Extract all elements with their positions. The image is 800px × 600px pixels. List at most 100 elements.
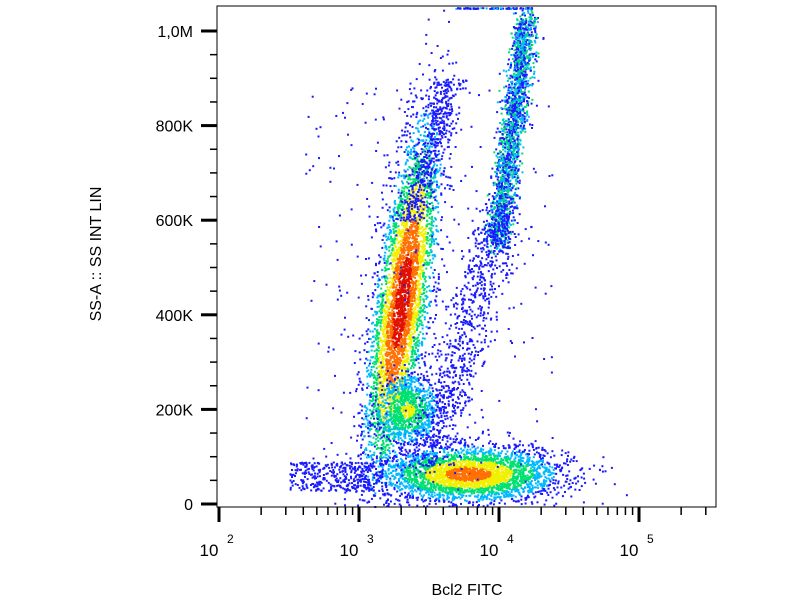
event-dot <box>405 246 408 249</box>
event-dot <box>362 383 365 386</box>
event-dot <box>390 416 393 419</box>
event-dot <box>403 190 405 193</box>
event-dot <box>433 196 436 199</box>
event-dot <box>443 9 446 12</box>
event-dot <box>392 444 395 447</box>
event-dot <box>381 404 384 407</box>
event-dot <box>402 241 405 244</box>
event-dot <box>408 328 411 331</box>
event-dot <box>395 343 398 346</box>
event-dot <box>412 157 415 160</box>
event-dot <box>402 238 405 241</box>
event-dot <box>419 410 422 413</box>
event-dot <box>426 202 429 205</box>
event-dot <box>434 281 437 284</box>
event-dot <box>416 286 419 289</box>
event-dot <box>413 174 416 177</box>
event-dot <box>389 319 392 322</box>
event-dot <box>381 359 384 362</box>
event-dot <box>406 262 409 265</box>
event-dot <box>408 189 411 192</box>
event-dot <box>370 441 373 444</box>
event-dot <box>390 371 393 374</box>
event-dot <box>408 206 410 209</box>
event-dot <box>432 257 435 260</box>
event-dot <box>411 312 414 315</box>
event-dot <box>394 290 397 293</box>
event-dot <box>401 428 404 431</box>
event-dot <box>384 353 387 355</box>
event-dot <box>403 317 406 319</box>
event-dot <box>422 309 425 311</box>
event-dot <box>386 335 389 338</box>
event-dot <box>415 240 418 243</box>
event-dot <box>451 127 454 130</box>
event-dot <box>435 142 438 144</box>
event-dot <box>375 438 378 441</box>
event-dot <box>408 176 411 179</box>
event-dot <box>409 216 412 218</box>
event-dot <box>394 286 397 289</box>
event-dot <box>400 191 403 194</box>
event-dot <box>415 397 418 400</box>
event-dot <box>423 239 426 242</box>
event-dot <box>442 127 444 130</box>
event-dot <box>416 281 419 284</box>
event-dot <box>419 408 422 411</box>
event-dot <box>408 270 411 273</box>
event-dot <box>416 314 419 316</box>
event-dot <box>427 116 430 119</box>
event-dot <box>416 304 419 307</box>
event-dot <box>388 341 391 344</box>
event-dot <box>392 278 395 281</box>
event-dot <box>416 343 419 346</box>
event-dot <box>390 334 393 337</box>
event-dot <box>369 395 372 398</box>
event-dot <box>425 176 428 179</box>
event-dot <box>421 158 423 161</box>
event-dot <box>401 305 403 308</box>
event-dot <box>418 155 421 158</box>
event-dot <box>395 238 398 240</box>
event-dot <box>404 428 406 431</box>
event-dot <box>381 356 384 358</box>
event-dot <box>397 313 399 316</box>
event-dot <box>415 337 418 340</box>
event-dot <box>371 292 374 294</box>
event-dot <box>416 267 419 269</box>
event-dot <box>407 323 410 326</box>
event-dot <box>402 376 405 379</box>
event-dot <box>378 388 380 391</box>
event-dot <box>389 286 392 289</box>
event-dot <box>400 269 403 272</box>
event-dot <box>450 81 453 84</box>
event-dot <box>441 132 444 135</box>
event-dot <box>388 377 391 380</box>
event-dot <box>419 220 422 223</box>
event-dot <box>427 262 430 264</box>
event-dot <box>382 456 385 459</box>
event-dot <box>385 434 388 437</box>
event-dot <box>403 387 406 389</box>
event-dot <box>413 349 416 352</box>
event-dot <box>437 150 440 153</box>
event-dot <box>410 224 413 227</box>
event-dot <box>384 395 387 397</box>
event-dot <box>423 244 426 247</box>
event-dot <box>381 298 384 301</box>
event-dot <box>393 184 396 187</box>
event-dot <box>397 300 400 303</box>
event-dot <box>436 170 438 173</box>
event-dot <box>430 176 433 179</box>
event-dot <box>406 181 409 184</box>
event-dot <box>400 300 403 303</box>
event-dot <box>423 259 425 262</box>
event-dot <box>415 151 417 153</box>
event-dot <box>434 152 437 155</box>
event-dot <box>393 380 396 383</box>
event-dot <box>388 322 390 325</box>
event-dot <box>410 322 413 325</box>
event-dot <box>401 231 404 234</box>
event-dot <box>444 94 447 97</box>
event-dot <box>415 285 418 288</box>
